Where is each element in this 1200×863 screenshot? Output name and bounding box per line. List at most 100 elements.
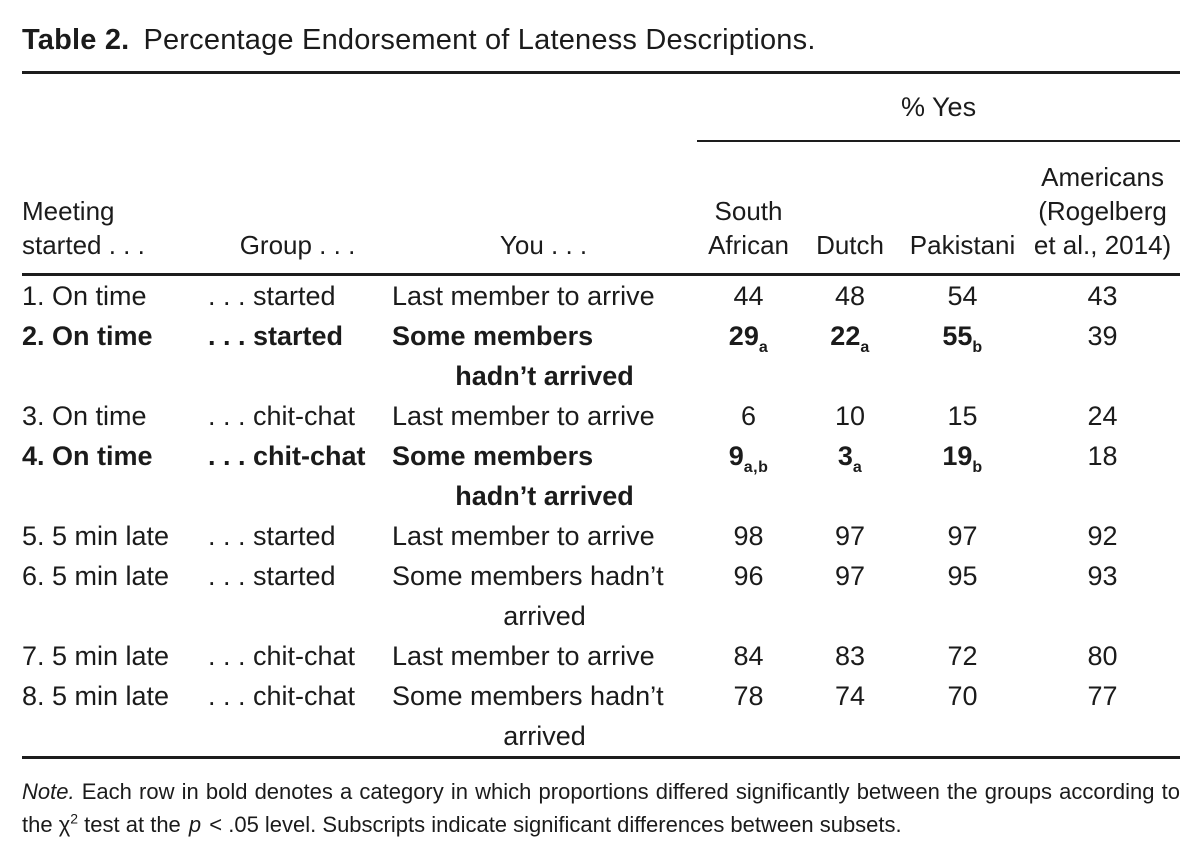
cell-south-african: 98 [697, 516, 800, 556]
value: 70 [947, 681, 978, 711]
table-note: Note. Each row in bold denotes a categor… [22, 775, 1180, 841]
note-text-3: < .05 level. Subscripts indicate signifi… [203, 812, 902, 837]
cell-group: . . . started [208, 561, 336, 591]
value: 78 [733, 681, 764, 711]
note-text-1: Each row in bold denotes a category in w… [22, 779, 1180, 837]
cell-meeting: 3. On time [22, 401, 147, 431]
cell-dutch: 74 [800, 676, 900, 758]
value: 97 [835, 521, 866, 551]
col-header-south-african: South African [697, 141, 800, 275]
cell-pakistani: 15 [900, 396, 1025, 436]
cell-meeting: 2. On time [22, 321, 153, 351]
lateness-table: % Yes Meeting started . . . Group . . . … [22, 71, 1181, 759]
pct-yes-group-header: % Yes [697, 72, 1181, 142]
value: 29 [728, 321, 759, 351]
table-title-label: Table 2. [22, 24, 130, 56]
col-header-meeting-line1: Meeting [22, 196, 115, 226]
p-variable: p [188, 812, 202, 837]
value-subscript: a,b [743, 459, 769, 476]
value: 98 [733, 521, 764, 551]
table-title: Table 2. Percentage Endorsement of Latene… [22, 22, 1180, 58]
cell-you: Some members hadn’t arrived [390, 436, 697, 516]
value-subscript: b [972, 459, 983, 476]
cell-meeting: 7. 5 min late [22, 641, 170, 671]
cell-you-line2: arrived [503, 601, 586, 631]
value: 95 [947, 561, 978, 591]
value: 43 [1087, 281, 1118, 311]
cell-group: . . . chit-chat [208, 441, 366, 471]
col-header-meeting-line2: started . . . [22, 230, 145, 260]
column-header-row: Meeting started . . . Group . . . You . … [22, 141, 1181, 275]
cell-dutch: 83 [800, 636, 900, 676]
cell-group: . . . started [208, 521, 336, 551]
cell-pakistani: 19b [900, 436, 1025, 516]
value-subscript: a [852, 459, 863, 476]
table-row-3: 3. On time . . . chit-chat Last member t… [22, 396, 1180, 436]
cell-pakistani: 97 [900, 516, 1025, 556]
cell-you-line1: Some members [392, 441, 594, 471]
cell-group: . . . started [208, 321, 344, 351]
column-group-spacer [22, 73, 697, 142]
value-subscript: a [758, 339, 769, 356]
cell-pakistani: 54 [900, 275, 1025, 317]
value: 3 [837, 441, 853, 471]
cell-south-african: 84 [697, 636, 800, 676]
note-text-2: test at the [78, 812, 187, 837]
col-header-dutch: Dutch [816, 230, 884, 260]
table-title-text: Percentage Endorsement of Lateness Descr… [143, 24, 816, 56]
value-subscript: a [860, 339, 870, 356]
value: 97 [947, 521, 978, 551]
cell-you-line1: Some members [392, 321, 594, 351]
cell-pakistani: 72 [900, 636, 1025, 676]
cell-meeting: 6. 5 min late [22, 561, 170, 591]
note-label: Note. [22, 779, 75, 804]
cell-group: . . . started [208, 281, 336, 311]
value: 19 [942, 441, 973, 471]
cell-meeting: 5. 5 min late [22, 521, 170, 551]
cell-you: Last member to arrive [390, 396, 697, 436]
table-row-2: 2. On time . . . started Some members had… [22, 316, 1180, 396]
value: 6 [741, 401, 757, 431]
cell-pakistani: 55b [900, 316, 1025, 396]
cell-you-line1: Some members hadn’t [392, 561, 664, 591]
value: 39 [1087, 321, 1118, 351]
cell-dutch: 10 [800, 396, 900, 436]
cell-pakistani: 95 [900, 556, 1025, 636]
table-row-6: 6. 5 min late . . . started Some members… [22, 556, 1180, 636]
cell-meeting: 8. 5 min late [22, 681, 170, 711]
cell-south-african: 96 [697, 556, 800, 636]
cell-south-african: 6 [697, 396, 800, 436]
chi-exponent: 2 [70, 810, 79, 827]
cell-americans: 77 [1025, 676, 1180, 758]
cell-south-african: 78 [697, 676, 800, 758]
cell-dutch: 3a [800, 436, 900, 516]
value: 72 [947, 641, 978, 671]
cell-americans: 93 [1025, 556, 1180, 636]
table-row-8: 8. 5 min late . . . chit-chat Some membe… [22, 676, 1180, 758]
value: 80 [1087, 641, 1118, 671]
value: 97 [835, 561, 866, 591]
cell-dutch: 48 [800, 275, 900, 317]
cell-south-african: 29a [697, 316, 800, 396]
cell-americans: 92 [1025, 516, 1180, 556]
value: 96 [733, 561, 764, 591]
cell-you: Some members hadn’t arrived [390, 316, 697, 396]
table-row-7: 7. 5 min late . . . chit-chat Last membe… [22, 636, 1180, 676]
col-header-americans-line2: (Rogelberg [1038, 196, 1167, 226]
value: 93 [1087, 561, 1118, 591]
cell-dutch: 22a [800, 316, 900, 396]
col-header-americans-line1: Americans [1041, 162, 1164, 192]
value: 24 [1087, 401, 1118, 431]
cell-americans: 43 [1025, 275, 1180, 317]
cell-south-african: 44 [697, 275, 800, 317]
cell-you-line2: hadn’t arrived [455, 361, 634, 391]
col-header-meeting: Meeting started . . . [22, 141, 205, 275]
cell-you-line2: hadn’t arrived [455, 481, 634, 511]
value: 10 [835, 401, 866, 431]
cell-meeting: 1. On time [22, 281, 147, 311]
cell-meeting: 4. On time [22, 441, 153, 471]
table-row-4: 4. On time . . . chit-chat Some members h… [22, 436, 1180, 516]
cell-americans: 80 [1025, 636, 1180, 676]
cell-you: Some members hadn’t arrived [390, 556, 697, 636]
